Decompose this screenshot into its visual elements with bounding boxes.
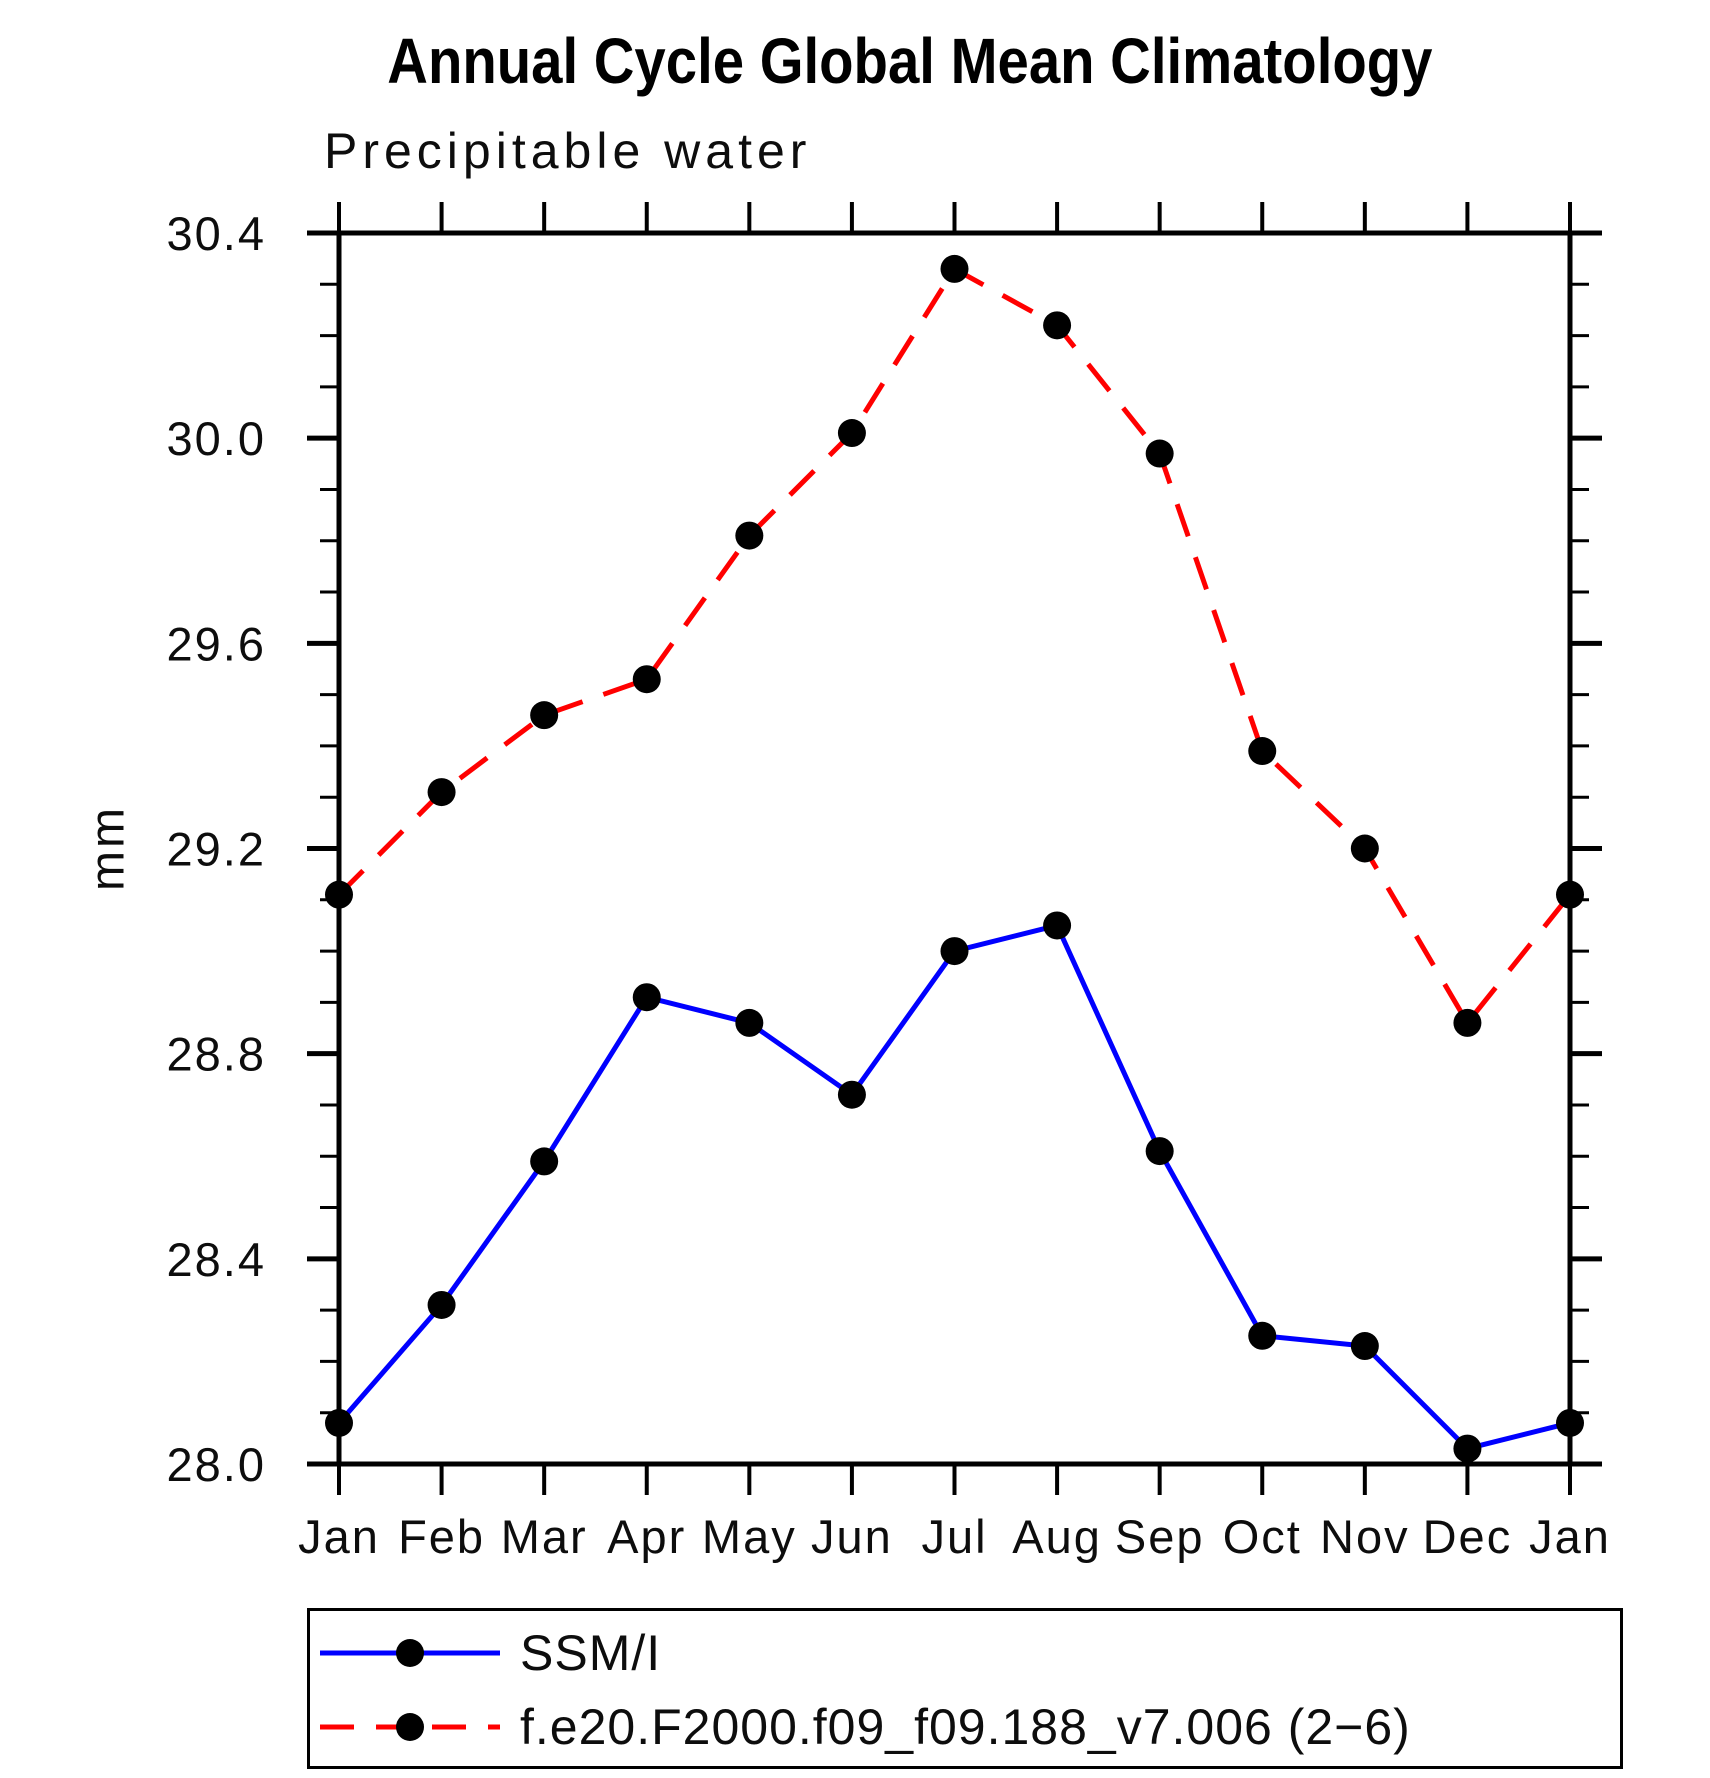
- data-point-marker-s0: [1556, 1408, 1584, 1437]
- x-tick-label: May: [702, 1510, 797, 1563]
- series-line-0: [337, 922, 1571, 1452]
- chart-subtitle: Precipitable water: [324, 123, 812, 179]
- data-point-marker-s1: [1248, 737, 1277, 766]
- data-point-marker-s0: [837, 1080, 866, 1109]
- data-point-marker-s0: [1248, 1321, 1277, 1350]
- data-point-marker-s1: [940, 254, 969, 283]
- x-tick-label: Oct: [1223, 1510, 1302, 1563]
- data-point-marker-s1: [530, 701, 559, 730]
- data-point-marker-s1: [1350, 834, 1379, 863]
- x-tick-label: Jan: [298, 1510, 380, 1563]
- data-point-marker-s1: [1556, 880, 1584, 909]
- data-point-marker-s0: [325, 1408, 353, 1437]
- legend-item-model: f.e20.F2000.f09_f09.188_v7.006 (2−6): [316, 1699, 1411, 1755]
- x-tick-label: Jun: [811, 1510, 893, 1563]
- legend-line-sample-model: [320, 1713, 500, 1741]
- data-point-marker-s1: [837, 419, 866, 448]
- data-point-marker-s1: [1145, 439, 1174, 468]
- data-point-marker-s0: [632, 983, 661, 1012]
- x-tick-label: Sep: [1115, 1510, 1205, 1563]
- x-tick-label: Dec: [1423, 1510, 1513, 1563]
- data-point-marker-s0: [735, 1008, 764, 1037]
- series-line-1: [337, 265, 1572, 1028]
- x-tick-label: Apr: [607, 1510, 686, 1563]
- y-tick-label: 28.4: [167, 1233, 266, 1286]
- data-point-marker-s0: [1453, 1434, 1482, 1463]
- y-tick-label: 29.2: [167, 823, 266, 876]
- x-tick-label: Feb: [398, 1510, 485, 1563]
- legend-sample-marker: [396, 1713, 424, 1741]
- x-tick-label: Jan: [1529, 1510, 1611, 1563]
- y-tick-label: 30.4: [167, 207, 266, 260]
- legend-item-ssmi: SSM/I: [316, 1625, 662, 1681]
- data-point-marker-s0: [530, 1147, 559, 1176]
- data-point-marker-s1: [735, 521, 764, 550]
- data-point-marker-s1: [1043, 311, 1072, 340]
- legend-line-sample-ssmi: [320, 1639, 500, 1667]
- legend-label-model: f.e20.F2000.f09_f09.188_v7.006 (2−6): [520, 1699, 1411, 1755]
- data-point-marker-s0: [1145, 1137, 1174, 1166]
- x-tick-label: Jul: [921, 1510, 987, 1563]
- x-tick-label: Mar: [501, 1510, 588, 1563]
- data-point-marker-s0: [940, 937, 969, 966]
- legend-sample-marker: [396, 1639, 424, 1667]
- chart-title-container: Annual Cycle Global Mean Climatology: [155, 24, 1665, 98]
- data-point-marker-s0: [1350, 1332, 1379, 1361]
- data-point-marker-s1: [325, 880, 353, 909]
- plot-box: [336, 230, 1573, 1467]
- data-point-marker-s0: [1043, 911, 1072, 940]
- y-tick-label: 29.6: [167, 617, 266, 670]
- chart-title: Annual Cycle Global Mean Climatology: [387, 25, 1433, 97]
- data-point-marker-s1: [632, 665, 661, 694]
- y-tick-label: 28.0: [167, 1438, 266, 1491]
- x-tick-label: Nov: [1320, 1510, 1410, 1563]
- data-point-marker-s0: [427, 1290, 456, 1319]
- legend-label-ssmi: SSM/I: [520, 1625, 662, 1681]
- y-tick-label: 30.0: [167, 412, 266, 465]
- legend-box: SSM/I f.e20.F2000.f09_f09.188_v7.006 (2−…: [307, 1608, 1623, 1769]
- x-tick-label: Aug: [1012, 1510, 1102, 1563]
- data-point-marker-s1: [1453, 1008, 1482, 1037]
- y-tick-label: 28.8: [167, 1028, 266, 1081]
- data-point-marker-s1: [427, 778, 456, 807]
